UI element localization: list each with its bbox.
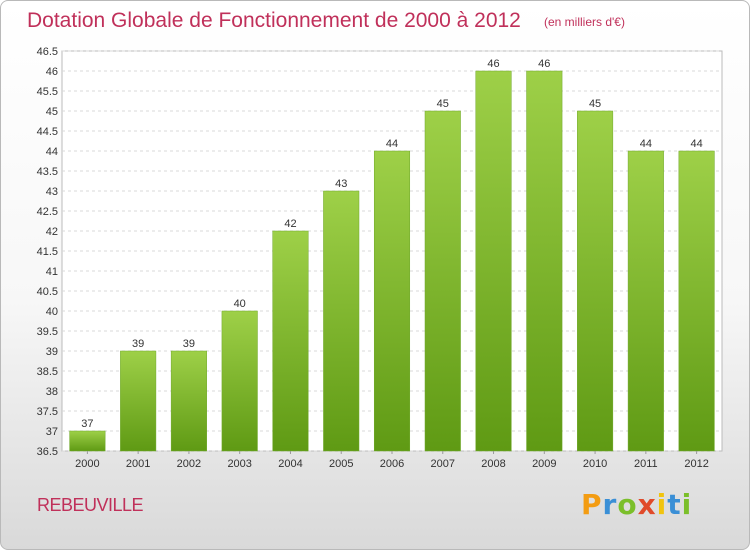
bar (170, 350, 207, 452)
x-tick-label: 2002 (177, 458, 201, 470)
bar (424, 110, 461, 452)
bar (221, 310, 258, 452)
value-label: 37 (81, 418, 93, 430)
x-tick-label: 2011 (634, 458, 658, 470)
x-tick-label: 2000 (75, 458, 99, 470)
x-tick-label: 2008 (481, 458, 505, 470)
y-tick-label: 40.5 (37, 286, 58, 298)
y-tick-label: 40 (46, 306, 58, 318)
value-label: 46 (487, 58, 499, 70)
x-tick-label: 2003 (227, 458, 251, 470)
bar (627, 150, 664, 452)
x-tick-label: 2012 (684, 458, 708, 470)
y-tick-label: 42.5 (37, 206, 58, 218)
logo-letter: i (681, 488, 693, 521)
value-label: 45 (589, 98, 601, 110)
x-tick-label: 2007 (431, 458, 455, 470)
y-tick-label: 37.5 (37, 406, 58, 418)
logo-letter: x (637, 488, 657, 521)
bar (120, 350, 157, 452)
proxiti-logo: Proxiti (581, 488, 692, 521)
x-tick-label: 2004 (278, 458, 302, 470)
bar (323, 190, 360, 452)
y-tick-label: 45.5 (37, 86, 58, 98)
y-tick-label: 39 (46, 346, 58, 358)
x-tick-label: 2006 (380, 458, 404, 470)
x-tick-label: 2001 (126, 458, 150, 470)
y-tick-label: 38 (46, 386, 58, 398)
x-tick-label: 2010 (583, 458, 607, 470)
logo-letter: t (667, 488, 682, 521)
y-tick-label: 44 (46, 146, 58, 158)
logo-letter: P (581, 488, 603, 521)
y-tick-label: 41.5 (37, 246, 58, 258)
value-label: 43 (335, 178, 347, 190)
y-tick-label: 43 (46, 186, 58, 198)
y-tick-label: 46.5 (37, 46, 58, 58)
y-tick-label: 42 (46, 226, 58, 238)
y-tick-label: 46 (46, 66, 58, 78)
logo-letter: r (602, 488, 618, 521)
logo-letter: o (617, 488, 638, 521)
value-label: 42 (284, 218, 296, 230)
chart-title: Dotation Globale de Fonctionnement de 20… (27, 9, 521, 32)
y-tick-label: 37 (46, 426, 58, 438)
y-tick-label: 41 (46, 266, 58, 278)
x-tick-label: 2005 (329, 458, 353, 470)
logo-letter: i (656, 488, 668, 521)
value-label: 40 (234, 298, 246, 310)
bar (678, 150, 715, 452)
y-tick-label: 45 (46, 106, 58, 118)
y-tick-label: 44.5 (37, 126, 58, 138)
y-tick-label: 39.5 (37, 326, 58, 338)
x-tick-label: 2009 (532, 458, 556, 470)
value-label: 44 (386, 138, 398, 150)
value-label: 39 (183, 338, 195, 350)
y-tick-label: 38.5 (37, 366, 58, 378)
value-label: 39 (132, 338, 144, 350)
bar (475, 70, 512, 452)
value-label: 44 (690, 138, 702, 150)
bar (272, 230, 309, 452)
y-tick-label: 36.5 (37, 446, 58, 458)
unit-note: (en milliers d'€) (544, 15, 625, 29)
bar (526, 70, 563, 452)
bar (373, 150, 411, 452)
bar (69, 430, 106, 452)
commune-name: REBEUVILLE (37, 495, 144, 515)
y-tick-label: 43.5 (37, 166, 58, 178)
bar (577, 110, 614, 452)
value-label: 44 (640, 138, 652, 150)
value-label: 45 (437, 98, 449, 110)
value-label: 46 (538, 58, 550, 70)
